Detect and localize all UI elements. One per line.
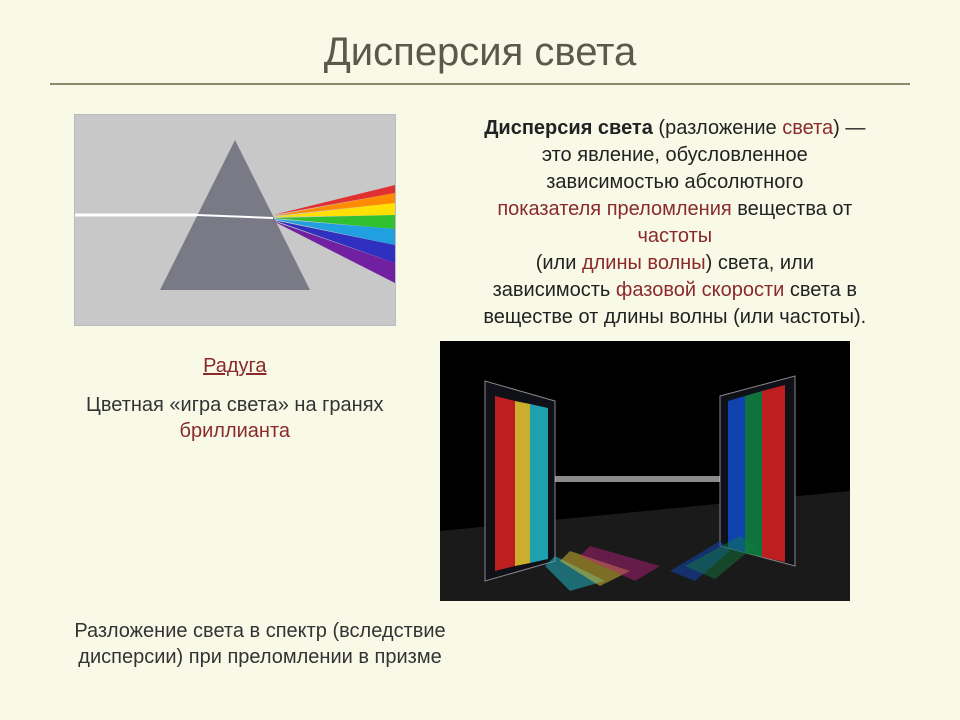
def-l1: это явление, обусловленное [542, 144, 808, 166]
def-l5a: (или [536, 252, 582, 274]
spectrum-photo [440, 341, 850, 601]
def-paren-hl: света [782, 117, 833, 139]
content-area: Радуга Цветная «игра света» на гранях бр… [50, 115, 910, 601]
def-l4-hl: частоты [637, 225, 712, 247]
horizon-glow [555, 476, 720, 482]
left-column: Радуга Цветная «игра света» на гранях бр… [50, 115, 420, 601]
prism-svg [75, 115, 395, 325]
stripe-left-yellow [515, 401, 530, 566]
def-l6a: зависимость [493, 279, 616, 301]
page-title: Дисперсия света [50, 30, 910, 75]
rainbow-link[interactable]: Радуга [50, 355, 420, 378]
def-l3-hl: показателя преломления [497, 198, 731, 220]
def-term: Дисперсия света [484, 117, 653, 139]
def-paren: (разложение [658, 117, 776, 139]
facet-caption: Цветная «игра света» на гранях бриллиант… [50, 392, 420, 444]
def-l5-hl: длины волны [582, 252, 706, 274]
stripe-left-cyan [530, 404, 548, 563]
facet-line1: Цветная «игра света» на гранях [86, 394, 384, 416]
stripe-right-blue [728, 396, 745, 553]
def-l3-rest: вещества от [732, 198, 853, 220]
def-l2: зависимостью абсолютного [546, 171, 803, 193]
stripe-right-red [762, 385, 785, 562]
def-l6-hl: фазовой скорости [616, 279, 784, 301]
title-divider [50, 83, 910, 85]
def-paren-close: ) — [833, 117, 865, 139]
def-l5b: ) света, или [706, 252, 814, 274]
def-l7: веществе от длины волны (или частоты). [483, 306, 866, 328]
prism-figure [75, 115, 395, 325]
facet-line2: бриллианта [180, 420, 291, 442]
right-column: Дисперсия света (разложение света) — это… [440, 115, 910, 601]
photo-svg [440, 341, 850, 601]
def-l6b: света в [784, 279, 857, 301]
stripe-left-red [495, 396, 515, 571]
bottom-caption: Разложение света в спектр (вследствие ди… [50, 618, 470, 670]
stripe-right-green [745, 391, 762, 557]
definition-paragraph: Дисперсия света (разложение света) — это… [440, 115, 910, 331]
